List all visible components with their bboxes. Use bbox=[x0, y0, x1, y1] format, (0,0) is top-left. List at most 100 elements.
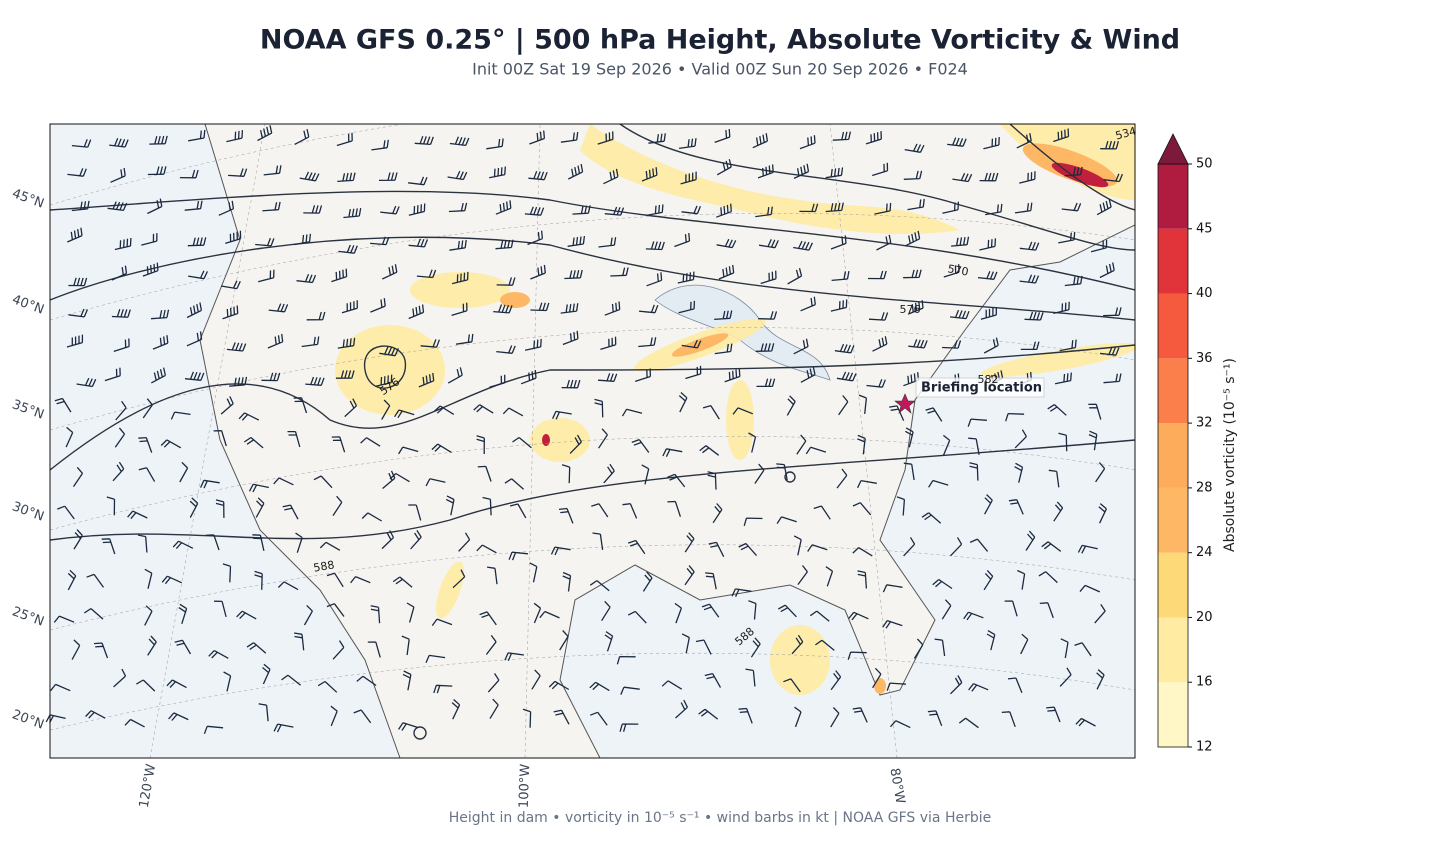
wind-barb bbox=[370, 298, 386, 313]
wind-barb bbox=[667, 500, 682, 517]
wind-barb bbox=[375, 374, 393, 387]
wind-barb bbox=[371, 139, 389, 151]
wind-barb bbox=[179, 461, 189, 483]
colorbar-tick-label: 36 bbox=[1196, 351, 1213, 366]
wind-barb bbox=[267, 333, 284, 349]
wind-barb bbox=[447, 367, 463, 384]
wind-barb bbox=[414, 135, 434, 146]
wind-barb bbox=[627, 539, 646, 555]
colorbar-segment bbox=[1158, 423, 1188, 488]
wind-barb bbox=[76, 377, 97, 388]
wind-barb bbox=[662, 448, 683, 457]
wind-barb bbox=[293, 632, 305, 651]
wind-barb bbox=[529, 130, 546, 145]
wind-barb bbox=[684, 565, 695, 586]
lat-label: 30°N bbox=[10, 499, 46, 524]
wind-barb bbox=[226, 342, 247, 352]
wind-barb bbox=[979, 238, 997, 251]
wind-barb bbox=[927, 710, 943, 727]
wind-barb bbox=[360, 437, 381, 447]
wind-barb bbox=[985, 203, 1003, 216]
wind-barb bbox=[214, 600, 227, 618]
wind-barb bbox=[983, 136, 1000, 150]
wind-barb bbox=[188, 129, 206, 142]
wind-barb bbox=[408, 176, 428, 186]
wind-barb bbox=[882, 619, 903, 629]
wind-barb bbox=[222, 305, 239, 320]
wind-barb bbox=[539, 610, 560, 619]
wind-barb bbox=[420, 339, 441, 348]
wind-barb bbox=[149, 135, 168, 145]
wind-barb bbox=[847, 651, 867, 660]
wind-barb bbox=[254, 570, 263, 590]
wind-barb bbox=[273, 723, 294, 733]
wind-barb bbox=[562, 330, 579, 346]
wind-barb bbox=[950, 675, 963, 695]
wind-barb bbox=[569, 434, 582, 454]
wind-barb bbox=[138, 436, 153, 453]
wind-barb bbox=[1053, 501, 1064, 522]
wind-barb bbox=[449, 136, 470, 147]
wind-barb bbox=[1074, 642, 1092, 657]
wind-barb bbox=[1061, 202, 1082, 212]
wind-barb bbox=[522, 708, 532, 728]
wind-barb bbox=[793, 240, 813, 251]
wind-barb bbox=[756, 378, 776, 388]
wind-barb bbox=[594, 398, 604, 418]
wind-barb bbox=[508, 551, 528, 561]
wind-barb bbox=[527, 230, 544, 246]
wind-barb bbox=[589, 580, 610, 592]
wind-barb bbox=[1059, 667, 1072, 687]
wind-barb bbox=[301, 336, 320, 348]
wind-barb bbox=[560, 303, 579, 314]
wind-barb bbox=[857, 479, 877, 489]
wind-barb bbox=[1096, 669, 1105, 690]
wind-barb bbox=[489, 374, 506, 388]
wind-barb bbox=[969, 462, 979, 481]
wind-barb bbox=[1077, 544, 1098, 554]
wind-barb bbox=[1099, 346, 1120, 356]
wind-barb bbox=[408, 504, 422, 521]
wind-barb bbox=[476, 544, 497, 554]
wind-barb bbox=[904, 230, 921, 247]
wind-barb bbox=[868, 312, 889, 321]
wind-barb bbox=[678, 300, 696, 314]
wind-barb bbox=[562, 571, 572, 592]
wind-barb bbox=[969, 538, 989, 552]
wind-barb bbox=[335, 370, 355, 379]
wind-barb bbox=[529, 562, 538, 583]
wind-barb bbox=[303, 205, 323, 214]
wind-barb bbox=[452, 569, 466, 589]
wind-barb bbox=[1053, 301, 1070, 315]
wind-barb bbox=[379, 346, 399, 357]
wind-barb bbox=[258, 269, 275, 283]
wind-barb bbox=[708, 541, 725, 557]
wind-barb bbox=[458, 532, 471, 552]
wind-barb bbox=[825, 566, 834, 587]
wind-barb bbox=[332, 640, 345, 660]
wind-barb bbox=[876, 234, 892, 251]
contour-label: 570 bbox=[947, 262, 970, 278]
wind-barb bbox=[150, 309, 170, 320]
wind-barb bbox=[805, 446, 827, 455]
colorbar-segment bbox=[1158, 617, 1188, 683]
wind-barb bbox=[786, 395, 796, 416]
wind-barb bbox=[160, 439, 182, 449]
wind-barb bbox=[394, 409, 415, 419]
wind-barb bbox=[714, 128, 731, 144]
colorbar-segment bbox=[1158, 164, 1188, 229]
wind-barb bbox=[255, 237, 275, 247]
wind-barb bbox=[752, 133, 769, 149]
wind-barb bbox=[882, 584, 903, 593]
wind-barb bbox=[1059, 339, 1077, 352]
wind-barb bbox=[758, 239, 779, 249]
wind-barb bbox=[1019, 241, 1040, 251]
wind-barb bbox=[707, 471, 717, 490]
wind-barb bbox=[71, 200, 90, 212]
wind-barb bbox=[1090, 239, 1108, 253]
wind-barb bbox=[331, 436, 346, 453]
wind-barb bbox=[293, 397, 308, 414]
wind-barb bbox=[967, 418, 987, 427]
wind-barb bbox=[303, 604, 313, 626]
